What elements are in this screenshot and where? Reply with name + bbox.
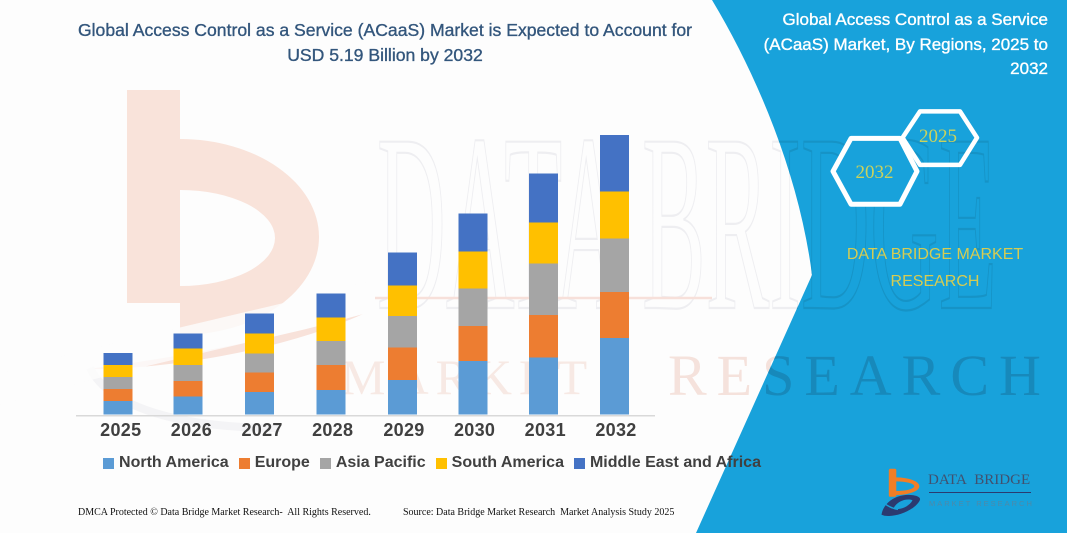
- svg-text:MARKET RESEARCH: MARKET RESEARCH: [929, 499, 1034, 508]
